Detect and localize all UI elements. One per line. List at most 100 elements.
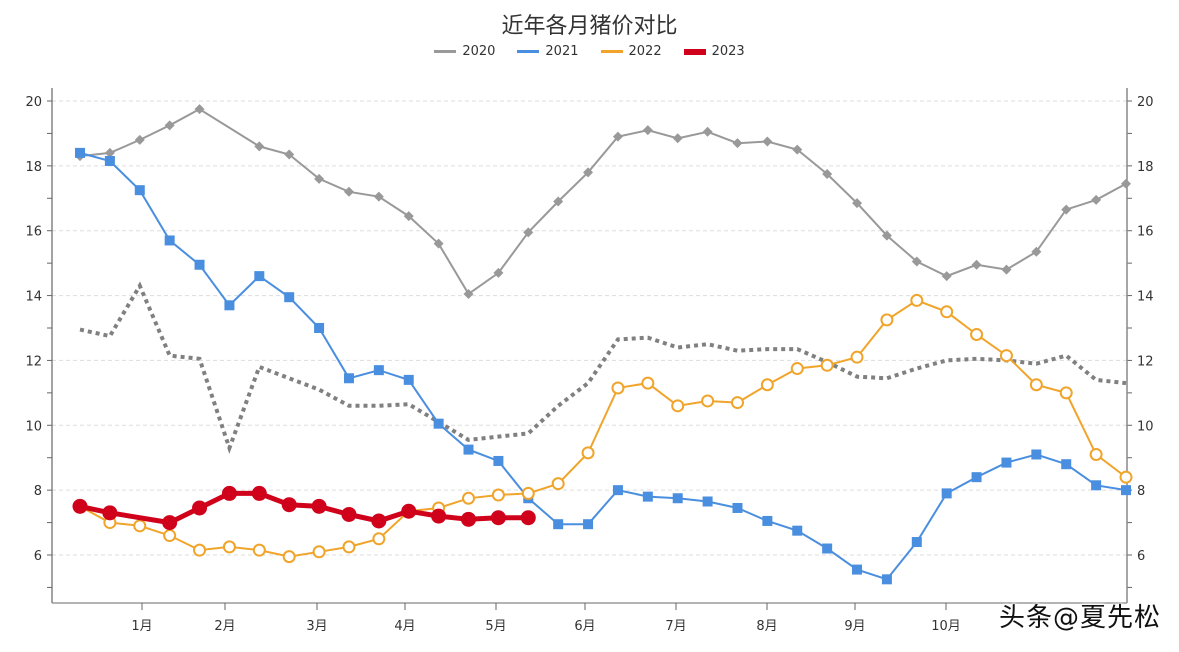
diamond-marker-icon[interactable]: [941, 271, 952, 282]
circle-marker-icon[interactable]: [701, 394, 715, 408]
diamond-marker-icon[interactable]: [254, 141, 265, 152]
circle-marker-icon[interactable]: [342, 540, 356, 554]
diamond-marker-icon[interactable]: [343, 186, 354, 197]
circle-marker-icon[interactable]: [462, 491, 476, 505]
square-marker-icon[interactable]: [343, 373, 354, 384]
square-marker-icon[interactable]: [433, 418, 444, 429]
square-marker-icon[interactable]: [284, 292, 295, 303]
diamond-marker-icon[interactable]: [1061, 204, 1072, 215]
circle-marker-icon[interactable]: [611, 381, 625, 395]
filled-circle-marker-icon[interactable]: [251, 485, 267, 501]
filled-circle-marker-icon[interactable]: [162, 515, 178, 531]
diamond-marker-icon[interactable]: [164, 120, 175, 131]
diamond-marker-icon[interactable]: [523, 227, 534, 238]
diamond-marker-icon[interactable]: [672, 133, 683, 144]
diamond-marker-icon[interactable]: [1031, 246, 1042, 257]
circle-marker-icon[interactable]: [521, 486, 535, 500]
diamond-marker-icon[interactable]: [134, 134, 145, 145]
diamond-marker-icon[interactable]: [373, 191, 384, 202]
square-marker-icon[interactable]: [75, 147, 85, 158]
filled-circle-marker-icon[interactable]: [192, 500, 208, 516]
square-marker-icon[interactable]: [134, 185, 145, 196]
diamond-marker-icon[interactable]: [881, 230, 892, 241]
diamond-marker-icon[interactable]: [433, 238, 444, 249]
filled-circle-marker-icon[interactable]: [341, 506, 357, 522]
diamond-marker-icon[interactable]: [284, 149, 295, 160]
square-marker-icon[interactable]: [104, 155, 115, 166]
diamond-marker-icon[interactable]: [792, 144, 803, 155]
square-marker-icon[interactable]: [373, 365, 384, 376]
circle-marker-icon[interactable]: [820, 358, 834, 372]
circle-marker-icon[interactable]: [1059, 386, 1073, 400]
square-marker-icon[interactable]: [583, 519, 594, 530]
circle-marker-icon[interactable]: [312, 545, 326, 559]
filled-circle-marker-icon[interactable]: [72, 498, 88, 514]
circle-marker-icon[interactable]: [1119, 470, 1133, 484]
diamond-marker-icon[interactable]: [583, 167, 594, 178]
diamond-marker-icon[interactable]: [104, 147, 115, 158]
circle-marker-icon[interactable]: [671, 399, 685, 413]
circle-marker-icon[interactable]: [1089, 447, 1103, 461]
square-marker-icon[interactable]: [1091, 480, 1102, 491]
square-marker-icon[interactable]: [194, 259, 205, 270]
diamond-marker-icon[interactable]: [463, 288, 474, 299]
circle-marker-icon[interactable]: [193, 543, 207, 557]
circle-marker-icon[interactable]: [910, 293, 924, 307]
diamond-marker-icon[interactable]: [822, 168, 833, 179]
square-marker-icon[interactable]: [224, 300, 235, 311]
legend-item-2021[interactable]: 2021: [517, 44, 579, 59]
diamond-marker-icon[interactable]: [194, 104, 205, 115]
circle-marker-icon[interactable]: [163, 529, 177, 543]
legend-item-2022[interactable]: 2022: [600, 44, 662, 59]
diamond-marker-icon[interactable]: [702, 126, 713, 137]
diamond-marker-icon[interactable]: [493, 267, 504, 278]
circle-marker-icon[interactable]: [222, 540, 236, 554]
square-marker-icon[interactable]: [254, 271, 265, 282]
circle-marker-icon[interactable]: [850, 350, 864, 364]
circle-marker-icon[interactable]: [641, 376, 655, 390]
filled-circle-marker-icon[interactable]: [431, 508, 447, 524]
filled-circle-marker-icon[interactable]: [281, 497, 297, 513]
square-marker-icon[interactable]: [1121, 485, 1131, 496]
circle-marker-icon[interactable]: [1029, 378, 1043, 392]
legend-item-2020[interactable]: 2020: [434, 44, 495, 59]
legend-item-2023[interactable]: 2023: [683, 44, 745, 59]
filled-circle-marker-icon[interactable]: [461, 511, 477, 527]
circle-marker-icon[interactable]: [790, 362, 804, 376]
square-marker-icon[interactable]: [792, 525, 803, 536]
diamond-marker-icon[interactable]: [971, 259, 982, 270]
diamond-marker-icon[interactable]: [612, 131, 623, 142]
square-marker-icon[interactable]: [164, 235, 175, 246]
circle-marker-icon[interactable]: [760, 378, 774, 392]
diamond-marker-icon[interactable]: [911, 256, 922, 267]
square-marker-icon[interactable]: [642, 491, 653, 502]
diamond-marker-icon[interactable]: [642, 125, 653, 136]
circle-marker-icon[interactable]: [133, 519, 147, 533]
circle-marker-icon[interactable]: [491, 488, 505, 502]
filled-circle-marker-icon[interactable]: [371, 513, 387, 529]
square-marker-icon[interactable]: [1031, 449, 1042, 460]
square-marker-icon[interactable]: [971, 472, 982, 483]
diamond-marker-icon[interactable]: [1091, 194, 1102, 205]
filled-circle-marker-icon[interactable]: [401, 503, 417, 519]
diamond-marker-icon[interactable]: [732, 138, 743, 149]
circle-marker-icon[interactable]: [880, 313, 894, 327]
square-marker-icon[interactable]: [732, 502, 743, 513]
circle-marker-icon[interactable]: [999, 349, 1013, 363]
circle-marker-icon[interactable]: [970, 327, 984, 341]
square-marker-icon[interactable]: [822, 543, 833, 554]
circle-marker-icon[interactable]: [730, 396, 744, 410]
diamond-marker-icon[interactable]: [762, 136, 773, 147]
diamond-marker-icon[interactable]: [1121, 178, 1131, 189]
square-marker-icon[interactable]: [672, 493, 683, 504]
diamond-marker-icon[interactable]: [1001, 264, 1012, 275]
square-marker-icon[interactable]: [1001, 457, 1012, 468]
square-marker-icon[interactable]: [463, 444, 474, 455]
filled-circle-marker-icon[interactable]: [221, 485, 237, 501]
circle-marker-icon[interactable]: [372, 532, 386, 546]
diamond-marker-icon[interactable]: [553, 196, 564, 207]
diamond-marker-icon[interactable]: [314, 173, 325, 184]
filled-circle-marker-icon[interactable]: [490, 510, 506, 526]
square-marker-icon[interactable]: [702, 496, 713, 507]
circle-marker-icon[interactable]: [282, 550, 296, 564]
